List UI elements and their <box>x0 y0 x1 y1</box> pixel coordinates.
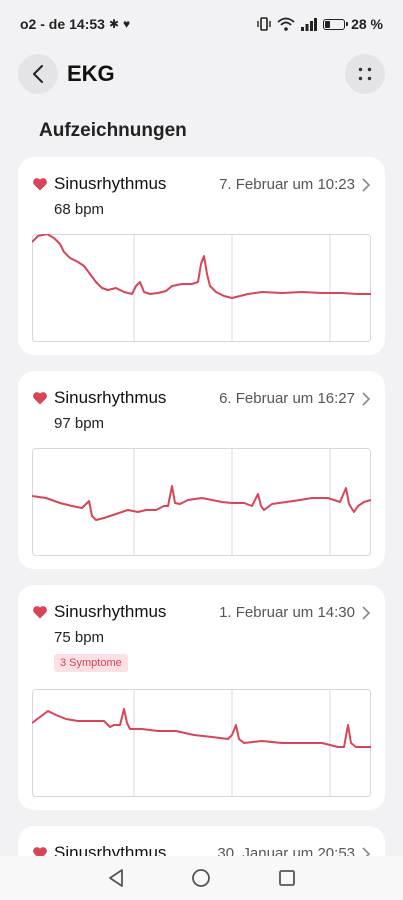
nav-recents-button[interactable] <box>275 866 299 890</box>
chevron-right-icon <box>362 392 371 406</box>
symptom-badge: 3 Symptome <box>54 654 128 672</box>
chart-frame <box>32 448 371 556</box>
signal-icon <box>301 17 318 31</box>
clock: 14:53 <box>69 16 105 32</box>
chevron-right-icon <box>362 606 371 620</box>
ecg-trace-chart <box>32 448 371 556</box>
ecg-record-card[interactable]: Sinusrhythmus 1. Februar um 14:30 75 bpm… <box>18 585 385 810</box>
system-nav-bar <box>0 856 403 900</box>
heart-rate-value: 97 bpm <box>54 415 105 432</box>
ecg-trace-chart <box>32 234 371 342</box>
ecg-record-card[interactable]: Sinusrhythmus 7. Februar um 10:23 68 bpm <box>18 157 385 355</box>
wifi-icon <box>277 17 295 31</box>
section-title: Aufzeichnungen <box>39 120 187 141</box>
ecg-trace-chart <box>32 689 371 797</box>
heart-icon <box>33 606 47 619</box>
battery-percent: 28 % <box>351 16 383 32</box>
heart-icon <box>33 392 47 405</box>
dots-grid-icon <box>358 67 372 81</box>
battery-icon <box>323 18 349 30</box>
heart-icon <box>33 847 47 860</box>
nav-home-button[interactable] <box>189 866 213 890</box>
chart-frame <box>32 689 371 797</box>
record-date: 1. Februar um 14:30 <box>219 604 355 621</box>
heart-rate-value: 75 bpm <box>54 629 105 646</box>
status-bar: o2 - de 14:53 ✱ ♥ 28 % <box>0 0 403 50</box>
chevron-right-icon <box>362 178 371 192</box>
ecg-record-card[interactable]: Sinusrhythmus 6. Februar um 16:27 97 bpm <box>18 371 385 569</box>
record-date: 6. Februar um 16:27 <box>219 390 355 407</box>
bluetooth-icon: ✱ <box>108 17 119 31</box>
status-left: o2 - de 14:53 ✱ ♥ <box>20 16 130 32</box>
more-options-button[interactable] <box>345 54 385 94</box>
square-recents-icon <box>279 870 295 886</box>
ecg-trace-line <box>32 234 371 299</box>
vibrate-icon <box>257 17 271 31</box>
ecg-trace-line <box>32 708 371 748</box>
carrier-label: o2 - de <box>20 16 66 32</box>
heart-rate-value: 68 bpm <box>54 201 105 218</box>
nav-back-button[interactable] <box>104 866 128 890</box>
rhythm-label: Sinusrhythmus <box>54 388 167 407</box>
ecg-trace-line <box>32 485 371 521</box>
page-title: EKG <box>67 61 115 86</box>
record-date: 7. Februar um 10:23 <box>219 176 355 193</box>
rhythm-label: Sinusrhythmus <box>54 602 167 621</box>
back-button[interactable] <box>18 54 58 94</box>
chevron-left-icon <box>33 65 43 83</box>
triangle-back-icon <box>109 869 123 887</box>
heart-rate-icon: ♥ <box>123 17 131 31</box>
chart-frame <box>32 234 371 342</box>
circle-home-icon <box>192 869 210 887</box>
rhythm-label: Sinusrhythmus <box>54 174 167 193</box>
app-header: EKG <box>0 52 403 98</box>
heart-icon <box>33 178 47 191</box>
status-right: 28 % <box>257 16 383 32</box>
